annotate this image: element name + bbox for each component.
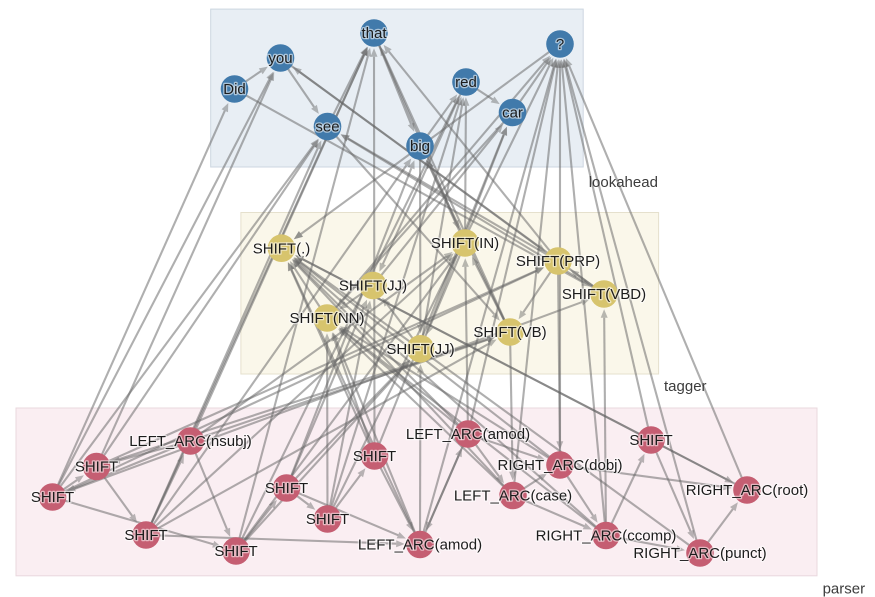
svg-text:SHIFT: SHIFT <box>306 511 349 528</box>
svg-text:LEFT_ARC(amod): LEFT_ARC(amod) <box>358 537 482 554</box>
svg-text:SHIFT: SHIFT <box>124 527 167 544</box>
svg-text:SHIFT(VBD): SHIFT(VBD) <box>562 286 646 303</box>
svg-text:SHIFT(NN): SHIFT(NN) <box>290 310 365 327</box>
svg-text:RIGHT_ARC(ccomp): RIGHT_ARC(ccomp) <box>536 528 677 545</box>
svg-text:car: car <box>502 105 523 122</box>
svg-text:lookahead: lookahead <box>589 174 658 191</box>
svg-text:LEFT_ARC(case): LEFT_ARC(case) <box>454 488 572 505</box>
svg-text:SHIFT: SHIFT <box>75 459 118 476</box>
svg-text:SHIFT: SHIFT <box>214 543 257 560</box>
svg-text:SHIFT(JJ): SHIFT(JJ) <box>386 341 454 358</box>
svg-text:SHIFT(VB): SHIFT(VB) <box>473 324 546 341</box>
svg-text:RIGHT_ARC(root): RIGHT_ARC(root) <box>686 482 809 499</box>
svg-text:?: ? <box>556 36 564 53</box>
svg-text:RIGHT_ARC(dobj): RIGHT_ARC(dobj) <box>497 457 622 474</box>
svg-text:red: red <box>455 74 477 91</box>
svg-text:SHIFT: SHIFT <box>265 480 308 497</box>
svg-text:LEFT_ARC(amod): LEFT_ARC(amod) <box>406 426 530 443</box>
svg-text:SHIFT(IN): SHIFT(IN) <box>431 235 499 252</box>
svg-text:SHIFT(.): SHIFT(.) <box>253 240 311 257</box>
svg-text:parser: parser <box>823 581 866 597</box>
svg-text:big: big <box>410 138 430 155</box>
svg-text:LEFT_ARC(nsubj): LEFT_ARC(nsubj) <box>129 433 252 450</box>
svg-text:that: that <box>361 25 387 42</box>
svg-text:SHIFT: SHIFT <box>353 448 396 465</box>
svg-text:Did: Did <box>223 81 246 98</box>
svg-text:you: you <box>268 50 292 67</box>
svg-text:SHIFT: SHIFT <box>629 432 672 449</box>
svg-text:tagger: tagger <box>664 378 707 395</box>
svg-text:SHIFT(PRP): SHIFT(PRP) <box>516 253 600 270</box>
svg-text:RIGHT_ARC(punct): RIGHT_ARC(punct) <box>633 545 766 562</box>
svg-text:SHIFT: SHIFT <box>31 489 74 506</box>
svg-text:SHIFT(JJ): SHIFT(JJ) <box>339 278 407 295</box>
svg-text:see: see <box>315 119 339 136</box>
